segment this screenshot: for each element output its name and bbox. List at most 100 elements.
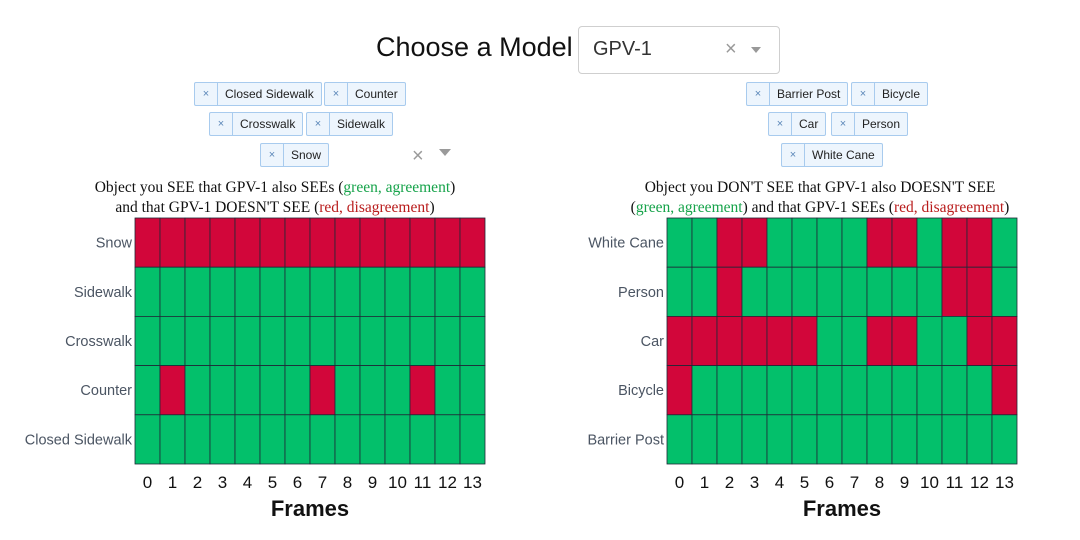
heatmap-cell (891, 365, 918, 416)
heatmap-cell (459, 365, 486, 416)
tag-remove-icon[interactable]: × (747, 83, 770, 105)
y-tick-label: White Cane (588, 236, 664, 252)
heatmap-cell (209, 365, 236, 416)
heatmap-cell (284, 217, 311, 268)
heatmap-cell (209, 315, 236, 366)
heatmap-cell (359, 365, 386, 416)
heatmap-cell (916, 365, 943, 416)
heatmap-cell (866, 414, 893, 465)
heatmap-cell (359, 414, 386, 465)
heatmap-cell (359, 315, 386, 366)
tag-remove-icon[interactable]: × (307, 113, 330, 135)
model-select-value: GPV-1 (593, 38, 652, 60)
y-tick-label: Closed Sidewalk (25, 432, 133, 448)
heatmap-cell (841, 365, 868, 416)
heatmap-cell (941, 365, 968, 416)
tag-remove-icon[interactable]: × (852, 83, 875, 105)
right-description-line-2: (green, agreement) and that GPV-1 SEEs (… (630, 199, 1010, 216)
y-tick-label: Person (618, 285, 664, 301)
y-tick-label: Bicycle (618, 383, 664, 399)
heatmap-cell (991, 365, 1018, 416)
heatmap-cell (434, 217, 461, 268)
tag-remove-icon[interactable]: × (832, 113, 855, 135)
tag-remove-icon[interactable]: × (769, 113, 792, 135)
heatmap-cell (816, 217, 843, 268)
y-tick-label: Car (641, 334, 665, 350)
heatmap-cell (791, 217, 818, 268)
heatmap-cell (234, 414, 261, 465)
heatmap-cell (666, 414, 693, 465)
x-tick-label: 8 (875, 473, 884, 492)
agreement-label: green, agreement (635, 199, 743, 216)
heatmap-cell (841, 414, 868, 465)
chevron-down-icon[interactable] (439, 149, 451, 156)
heatmap-cell (334, 365, 361, 416)
close-icon[interactable]: × (725, 38, 737, 60)
heatmap-cell (966, 365, 993, 416)
x-axis-title: Frames (271, 496, 349, 521)
heatmap-cell (334, 266, 361, 317)
heatmap-cell (159, 315, 186, 366)
heatmap-cell (716, 414, 743, 465)
tag-label: Crosswalk (240, 117, 296, 131)
heatmap-cell (891, 414, 918, 465)
heatmap-cell (309, 217, 336, 268)
heatmap-cell (766, 315, 793, 366)
heatmap-cell (184, 365, 211, 416)
heatmap-cell (891, 315, 918, 366)
heatmap-cell (409, 217, 436, 268)
model-chooser-label: Choose a Model (376, 32, 573, 62)
heatmap-cell (134, 315, 161, 366)
heatmap-cell (184, 414, 211, 465)
heatmap-cell (209, 217, 236, 268)
y-tick-label: Counter (80, 383, 132, 399)
x-tick-label: 2 (193, 473, 202, 492)
close-icon[interactable]: × (412, 145, 424, 167)
x-tick-label: 7 (318, 473, 327, 492)
chevron-down-icon[interactable] (751, 47, 761, 53)
heatmap-cell (159, 266, 186, 317)
tag-label: Snow (291, 148, 322, 162)
heatmap-cell (309, 365, 336, 416)
x-tick-label: 7 (850, 473, 859, 492)
tag-label: Person (862, 117, 901, 131)
heatmap-cell (966, 315, 993, 366)
heatmap-left: Snow Sidewalk Crosswalk Counter Closed Sidew… (25, 217, 486, 521)
heatmap-cell (716, 266, 743, 317)
heatmap-cell (384, 315, 411, 366)
heatmap-cell (791, 315, 818, 366)
heatmap-cell (134, 414, 161, 465)
tag-remove-icon[interactable]: × (261, 144, 284, 166)
y-tick-label: Barrier Post (587, 432, 664, 448)
heatmap-cell (309, 414, 336, 465)
x-tick-label: 2 (725, 473, 734, 492)
tag-remove-icon[interactable]: × (325, 83, 348, 105)
heatmap-cell (741, 365, 768, 416)
tag-label: Car (799, 117, 819, 131)
heatmap-cell (791, 365, 818, 416)
tag-snow: × Snow (260, 143, 330, 167)
heatmap-cell (916, 414, 943, 465)
heatmap-cell (234, 365, 261, 416)
tag-counter: × Counter (324, 82, 406, 106)
x-tick-label: 12 (970, 473, 989, 492)
tag-remove-icon[interactable]: × (210, 113, 233, 135)
heatmap-cell (309, 315, 336, 366)
heatmap-cell (816, 414, 843, 465)
heatmap-cell (334, 217, 361, 268)
heatmap-cell (434, 315, 461, 366)
heatmap-cell (966, 217, 993, 268)
heatmap-cell (234, 315, 261, 366)
x-tick-label: 0 (675, 473, 684, 492)
model-select[interactable]: GPV-1 × (578, 26, 780, 74)
tag-remove-icon[interactable]: × (195, 83, 218, 105)
heatmap-cell (459, 414, 486, 465)
heatmap-cell (259, 266, 286, 317)
heatmap-cell (941, 414, 968, 465)
heatmap-cell (184, 315, 211, 366)
heatmap-cell (991, 315, 1018, 366)
y-tick-label: Sidewalk (74, 285, 133, 301)
x-tick-label: 1 (168, 473, 177, 492)
tag-remove-icon[interactable]: × (782, 144, 805, 166)
